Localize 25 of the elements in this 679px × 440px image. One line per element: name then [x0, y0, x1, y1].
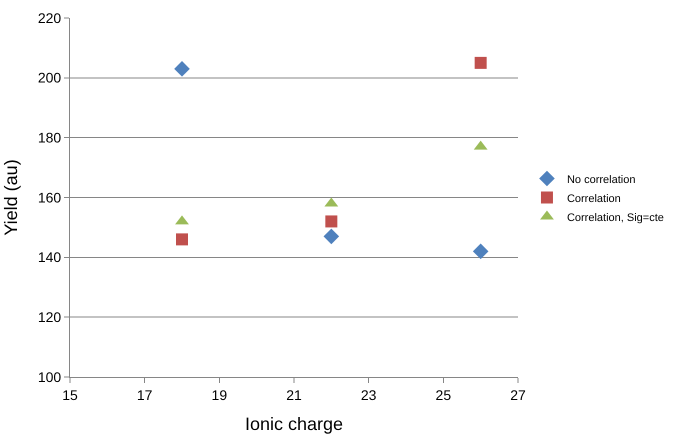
point	[324, 228, 340, 244]
y-tick-label: 140	[38, 249, 62, 266]
legend-label: Correlation	[566, 192, 621, 205]
y-tick-label: 100	[38, 368, 62, 385]
point	[474, 56, 487, 69]
y-tick-label: 180	[38, 130, 62, 146]
x-axis-title: Ionic charge	[244, 414, 344, 434]
point	[174, 61, 190, 77]
point	[472, 244, 488, 260]
y-axis-title: Yield (au)	[1, 159, 22, 236]
x-tick-label: 21	[286, 386, 302, 403]
x-tick-label: 23	[360, 386, 377, 403]
point	[176, 233, 188, 246]
y-tick-label: 160	[38, 189, 62, 206]
legend-label: No correlation	[566, 174, 636, 186]
legend-label: Correlation, Sig=cte	[566, 212, 664, 224]
y-tick-label: 120	[38, 309, 62, 326]
point	[325, 215, 338, 228]
x-tick-label: 19	[212, 386, 228, 403]
y-tick-label: 200	[38, 70, 62, 86]
x-tick-label: 17	[136, 386, 153, 403]
x-tick-label: 27	[510, 386, 526, 403]
x-tick-label: 15	[62, 386, 78, 403]
x-tick-label: 25	[436, 386, 452, 403]
y-tick-label: 220	[38, 10, 62, 26]
